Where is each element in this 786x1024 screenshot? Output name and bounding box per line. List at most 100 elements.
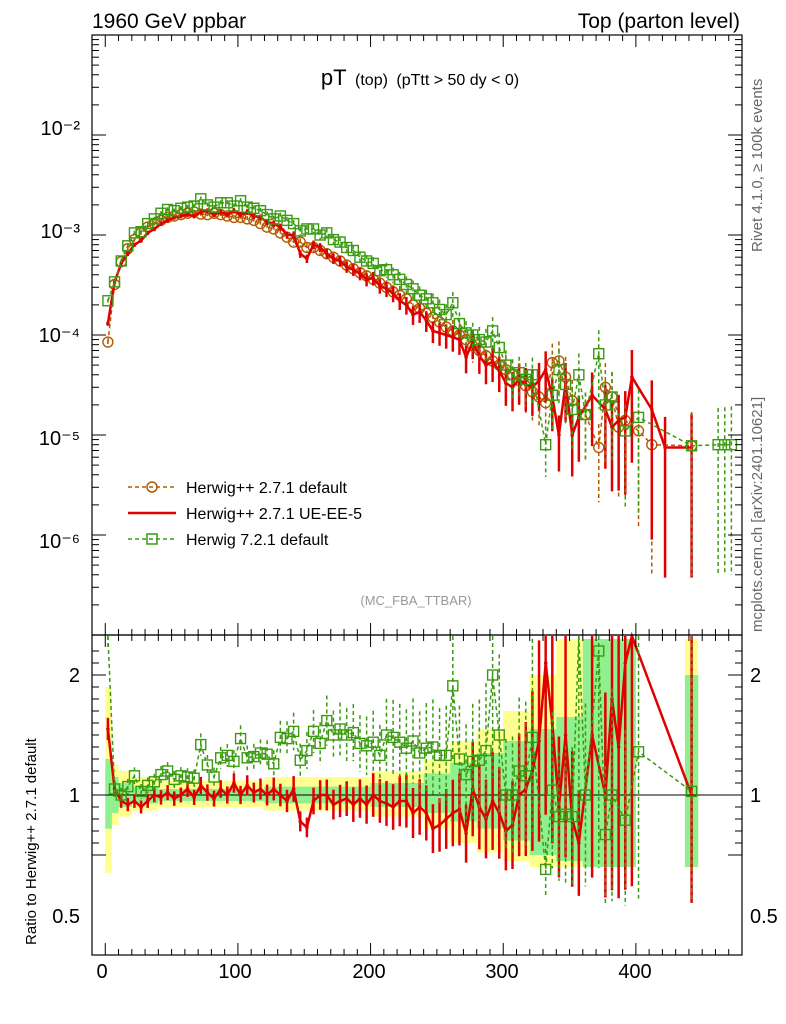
- ratio-point-herwig7-63: [520, 770, 532, 782]
- point-herwig7-37: [347, 244, 360, 257]
- point-herwigpp-ueee5-27: [285, 233, 289, 237]
- ratio-point-herwigpp-ueee5-13: [192, 795, 196, 800]
- point-herwigpp-ueee5-66: [543, 367, 548, 372]
- point-herwigpp-ueee5-32: [318, 245, 322, 250]
- point-herwigpp-ueee5-31: [311, 242, 316, 247]
- point-herwigpp-ueee5-44: [397, 298, 402, 303]
- point-herwig7-24: [261, 208, 273, 221]
- point-herwigpp-ueee5-68: [557, 433, 561, 437]
- ratio-point-herwig7-44: [394, 736, 406, 748]
- point-herwig7-32: [314, 229, 326, 241]
- ratio-point-herwig7-33: [321, 714, 333, 727]
- rivet-label: Rivet 4.1.0, ≥ 100k events: [749, 79, 766, 252]
- ratio-point-herwig7-50: [433, 749, 446, 762]
- ratio-point-herwig7-61: [506, 789, 519, 801]
- ratio-point-herwigpp-ueee5-12: [185, 787, 190, 791]
- point-herwig7-57: [480, 336, 492, 348]
- point-herwig7-13: [188, 200, 200, 212]
- point-herwigpp-ueee5-70: [570, 433, 575, 437]
- xtick-label-300: 300: [485, 961, 518, 983]
- legend-marker-square: [146, 533, 158, 545]
- ratio-point-herwig7-45: [400, 742, 413, 754]
- point-herwigpp-ueee5-28: [291, 233, 296, 237]
- ratio-point-herwig7-69: [566, 810, 578, 823]
- main-ytick-label-1e-3: 10⁻³: [41, 221, 81, 243]
- point-herwig7-18: [221, 197, 234, 209]
- ratio-point-herwigpp-ueee5-14: [198, 783, 203, 788]
- ratio-point-herwig7-32: [314, 737, 326, 750]
- ratio-ytick-label-1-right: 1: [750, 785, 761, 807]
- ratio-point-herwigpp-ueee5-57: [484, 817, 488, 821]
- ratio-point-herwig7-6: [142, 779, 154, 792]
- ratio-point-herwig7-58: [486, 669, 499, 681]
- ratio-point-herwig7-60: [500, 789, 512, 801]
- ratio-point-herwig7-71: [579, 789, 592, 801]
- ratio-point-herwigpp-ueee5-43: [391, 805, 395, 809]
- ratio-point-herwig7-8: [155, 768, 167, 781]
- ratio-point-herwig7-40: [367, 736, 379, 748]
- point-herwigpp-ueee5-30: [305, 256, 309, 261]
- ratio-point-herwig7-56: [473, 754, 486, 766]
- series-herwig7: [102, 193, 738, 576]
- plot-title: pT (top) (pTtt > 50 dy < 0): [321, 65, 519, 90]
- point-herwigpp-ueee5-6: [145, 231, 150, 235]
- point-herwig7-9: [161, 203, 174, 216]
- ratio-point-herwigpp-ueee5-30: [305, 825, 309, 830]
- ratio-point-herwigpp-ueee5-67: [550, 721, 555, 725]
- point-herwig7-45: [400, 278, 413, 291]
- ratio-point-herwig7-66: [546, 784, 559, 796]
- point-herwigpp-ueee5-55: [470, 340, 475, 344]
- ratio-point-herwigpp-ueee5-11: [179, 793, 183, 797]
- point-herwigpp-default-72: [593, 441, 605, 454]
- point-herwig7-69: [566, 403, 578, 416]
- legend-label-herwigpp-ueee5: Herwig++ 2.7.1 UE-EE-5: [186, 506, 362, 523]
- ratio-point-herwig7-49: [427, 741, 439, 753]
- ratio-point-herwig7-12: [181, 771, 194, 783]
- point-herwig7-66: [546, 389, 559, 401]
- ratio-point-herwig7-1: [108, 783, 121, 795]
- point-herwig7-78: [712, 438, 724, 451]
- header-right: Top (parton level): [578, 10, 740, 33]
- ratio-point-herwig7-59: [493, 729, 505, 741]
- point-herwig7-72: [593, 348, 605, 360]
- ratio-point-herwig7-25: [268, 758, 280, 770]
- header-left: 1960 GeV ppbar: [92, 10, 246, 33]
- point-herwigpp-ueee5-47: [417, 310, 422, 314]
- ratio-point-herwig7-20: [234, 732, 247, 745]
- point-herwig7-33: [321, 227, 333, 239]
- xtick-label-100: 100: [218, 961, 251, 983]
- ratio-point-herwigpp-ueee5-62: [517, 793, 521, 797]
- point-herwig7-65: [539, 438, 552, 451]
- point-herwig7-22: [248, 202, 260, 214]
- ratio-point-herwigpp-ueee5-35: [338, 799, 342, 803]
- point-herwigpp-default-67: [546, 356, 559, 369]
- ratio-point-herwigpp-ueee5-39: [364, 802, 369, 807]
- point-herwig7-64: [526, 369, 539, 381]
- point-herwigpp-ueee5-10: [172, 215, 177, 220]
- ratio-point-herwig7-27: [281, 732, 293, 745]
- point-herwig7-58: [486, 325, 499, 337]
- point-herwigpp-ueee5-37: [351, 267, 356, 272]
- band-green-0: [105, 759, 112, 829]
- line-herwigpp-default: [107, 211, 692, 448]
- ratio-point-herwigpp-ueee5-46: [411, 811, 415, 815]
- ratio-point-herwig7-22: [248, 750, 260, 763]
- point-herwig7-25: [268, 213, 280, 225]
- ratio-point-herwigpp-ueee5-71: [577, 841, 581, 845]
- ratio-point-herwig7-17: [214, 752, 227, 764]
- ratio-plot-frame: [91, 634, 743, 956]
- ratio-point-herwig7-7: [148, 776, 161, 788]
- ratio-point-herwigpp-ueee5-61: [510, 823, 515, 827]
- ratio-point-herwigpp-ueee5-7: [152, 793, 157, 797]
- point-herwigpp-ueee5-78: [649, 407, 654, 412]
- ratio-point-herwigpp-ueee5-41: [378, 799, 382, 803]
- ratio-point-herwig7-11: [175, 770, 187, 782]
- point-herwig7-4: [128, 227, 141, 239]
- ratio-point-herwigpp-ueee5-51: [444, 817, 448, 821]
- point-herwigpp-ueee5-48: [424, 318, 429, 323]
- ratio-point-herwigpp-ueee5-48: [424, 811, 429, 815]
- ratio-ylabel: Ratio to Herwig++ 2.7.1 default: [23, 737, 40, 945]
- xtick-label-400: 400: [618, 961, 651, 983]
- point-herwig7-12: [181, 201, 194, 213]
- ratio-point-herwig7-23: [254, 747, 267, 759]
